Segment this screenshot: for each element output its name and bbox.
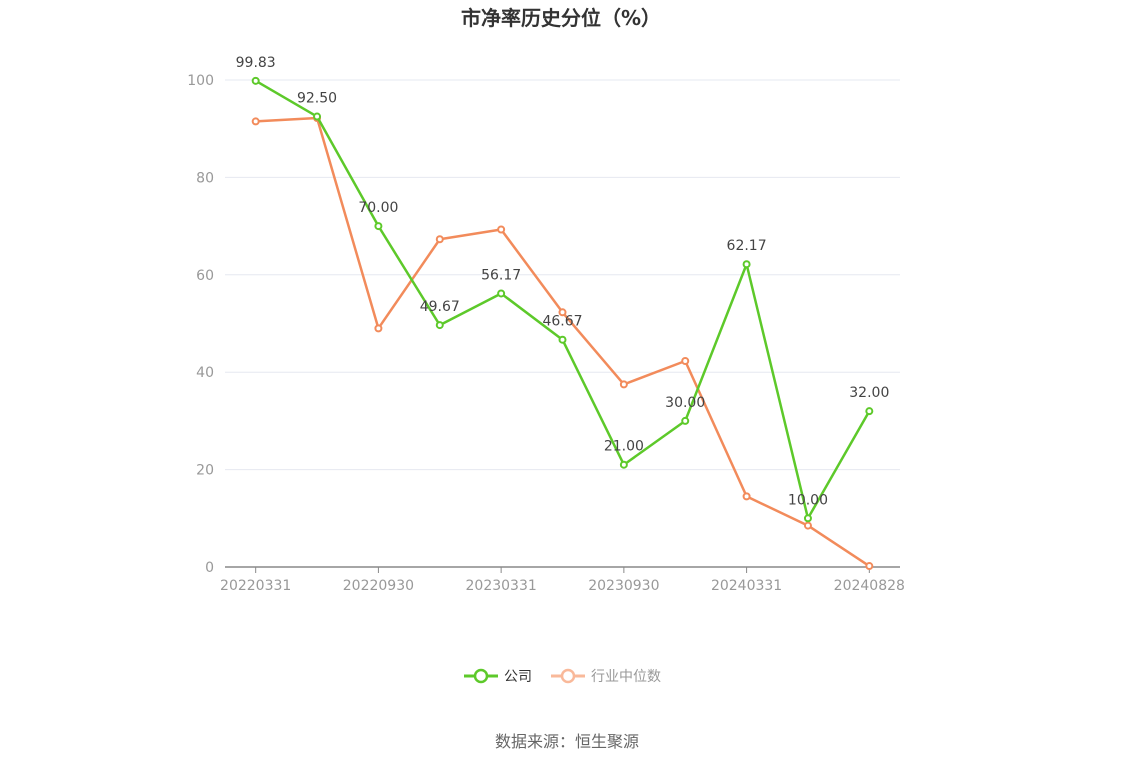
data-point-company[interactable] (865, 407, 874, 416)
data-point-industry[interactable] (619, 380, 628, 389)
data-point-industry[interactable] (742, 492, 751, 501)
data-label-company: 49.67 (420, 299, 460, 315)
legend-marker-company (473, 668, 489, 684)
x-tick-label: 20240828 (834, 578, 905, 594)
data-label-company: 70.00 (358, 200, 398, 216)
data-point-industry[interactable] (558, 308, 567, 317)
data-label-company: 99.83 (236, 55, 276, 71)
data-label-company: 56.17 (481, 267, 521, 283)
data-point-company[interactable] (558, 335, 567, 344)
data-label-company: 30.00 (665, 395, 705, 411)
data-point-company[interactable] (681, 416, 690, 425)
data-point-industry[interactable] (435, 235, 444, 244)
data-source: 数据来源：恒生聚源 (495, 732, 639, 751)
y-tick-label: 40 (196, 365, 214, 381)
chart-title: 市净率历史分位（%） (461, 6, 661, 30)
y-tick-label: 60 (196, 268, 214, 284)
y-tick-label: 80 (196, 170, 214, 186)
legend-item-industry[interactable]: 行业中位数 (551, 668, 661, 685)
data-point-industry[interactable] (251, 117, 260, 126)
series-line-company (254, 79, 871, 520)
data-point-company[interactable] (374, 222, 383, 231)
data-point-company[interactable] (497, 289, 506, 298)
data-label-company: 10.00 (788, 492, 828, 508)
x-tick-label: 20230331 (466, 578, 537, 594)
legend-marker-industry (560, 668, 576, 684)
y-tick-label: 100 (187, 73, 214, 89)
legend: 公司 行业中位数 (464, 668, 661, 685)
data-label-company: 32.00 (849, 385, 889, 401)
axes: 0 20 40 60 80 100 20220331 20220930 20230331 2023… (187, 73, 905, 594)
data-label-company: 62.17 (727, 238, 767, 254)
data-point-industry[interactable] (497, 225, 506, 234)
data-point-industry[interactable] (803, 521, 812, 530)
x-tick-label: 20230930 (588, 578, 659, 594)
data-labels: 99.83 92.50 70.00 49.67 56.17 46.67 21.00 30.00… (236, 55, 890, 508)
data-point-company[interactable] (803, 514, 812, 523)
data-point-company[interactable] (742, 260, 751, 269)
x-tick-label: 20240331 (711, 578, 782, 594)
legend-label-company: 公司 (504, 669, 532, 685)
data-label-company: 46.67 (542, 314, 582, 330)
y-tick-label: 0 (205, 560, 214, 576)
x-tick-label: 20220930 (343, 578, 414, 594)
grid (225, 79, 900, 471)
data-point-industry[interactable] (374, 324, 383, 333)
data-label-company: 21.00 (604, 439, 644, 455)
data-point-company[interactable] (313, 112, 322, 121)
data-point-industry[interactable] (865, 562, 874, 571)
series (251, 76, 874, 571)
x-tick-label: 20220331 (220, 578, 291, 594)
data-point-company[interactable] (251, 76, 260, 85)
y-tick-label: 20 (196, 463, 214, 479)
legend-item-company[interactable]: 公司 (464, 668, 532, 685)
legend-label-industry: 行业中位数 (591, 669, 661, 685)
data-point-company[interactable] (619, 460, 628, 469)
data-label-company: 92.50 (297, 91, 337, 107)
data-point-industry[interactable] (681, 356, 690, 365)
data-point-company[interactable] (435, 321, 444, 330)
